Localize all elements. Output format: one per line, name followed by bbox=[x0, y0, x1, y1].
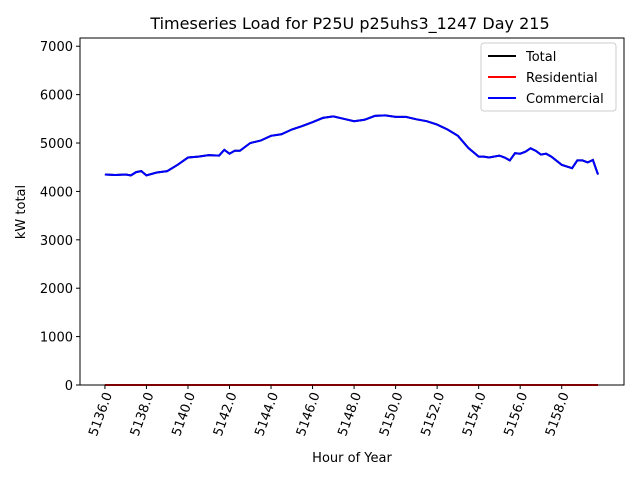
x-tick-label: 5156.0 bbox=[502, 390, 532, 438]
y-tick-label: 7000 bbox=[40, 40, 73, 55]
x-tick-label: 5140.0 bbox=[169, 390, 199, 438]
y-tick-label: 1000 bbox=[40, 331, 73, 346]
x-tick-label: 5154.0 bbox=[460, 390, 490, 438]
legend-label-commercial: Commercial bbox=[526, 92, 604, 107]
plot-frame bbox=[79, 37, 625, 386]
y-tick-label: 2000 bbox=[40, 282, 73, 297]
y-tick-label: 6000 bbox=[40, 89, 73, 104]
x-tick-label: 5142.0 bbox=[211, 390, 241, 438]
y-tick-label: 5000 bbox=[40, 137, 73, 152]
x-tick-label: 5158.0 bbox=[543, 390, 573, 438]
x-tick-label: 5136.0 bbox=[86, 390, 116, 438]
x-tick-label: 5150.0 bbox=[377, 390, 407, 438]
legend-label-total: Total bbox=[525, 50, 556, 65]
series-line-commercial bbox=[104, 114, 599, 177]
x-tick-label: 5148.0 bbox=[335, 390, 365, 438]
y-axis-label: kW total bbox=[14, 185, 29, 239]
series-line-total bbox=[104, 114, 599, 177]
y-tick-label: 3000 bbox=[40, 234, 73, 249]
chart-title: Timeseries Load for P25U p25uhs3_1247 Da… bbox=[149, 14, 549, 34]
x-tick-label: 5146.0 bbox=[294, 390, 324, 438]
x-tick-label: 5138.0 bbox=[128, 390, 158, 438]
y-tick-label: 4000 bbox=[40, 185, 73, 200]
x-tick-label: 5152.0 bbox=[419, 390, 449, 438]
y-tick-label: 0 bbox=[65, 379, 73, 394]
x-tick-label: 5144.0 bbox=[252, 390, 282, 438]
x-axis-label: Hour of Year bbox=[312, 451, 392, 466]
legend-box bbox=[480, 42, 617, 112]
legend: Total Residential Commercial bbox=[480, 42, 617, 112]
legend-label-residential: Residential bbox=[526, 71, 598, 86]
